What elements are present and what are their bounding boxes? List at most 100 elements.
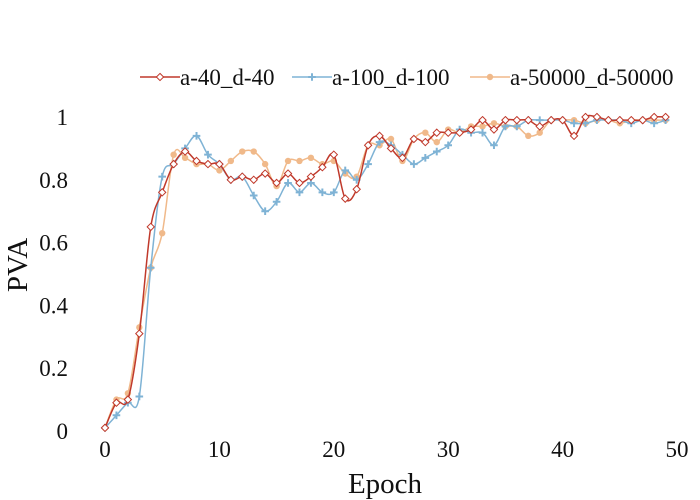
data-point: [146, 222, 156, 232]
data-point: [444, 141, 452, 150]
data-point: [443, 128, 453, 138]
data-point: [215, 159, 224, 169]
data-point: [112, 398, 121, 408]
data-point: [421, 154, 430, 162]
data-point: [581, 112, 590, 122]
data-point: [318, 188, 327, 197]
data-point: [455, 128, 464, 138]
data-point: [180, 147, 190, 156]
x-axis-title: Epoch: [348, 468, 423, 500]
data-point: [272, 178, 281, 188]
data-point: [157, 188, 167, 197]
data-point: [112, 411, 121, 420]
data-point: [341, 166, 350, 175]
y-tick-label: 0.2: [39, 356, 68, 381]
data-point: [661, 112, 670, 122]
legend-marker: [486, 73, 494, 81]
data-point: [398, 153, 407, 163]
data-point: [479, 123, 486, 130]
data-point: [249, 175, 259, 185]
data-point: [432, 128, 442, 138]
data-point: [318, 162, 327, 172]
data-point: [261, 160, 269, 168]
y-axis-ticks: 0 0.2 0.4 0.6 0.8 1: [39, 105, 68, 444]
data-point: [421, 137, 430, 147]
legend-label: a-100_d-100: [332, 65, 450, 90]
legend-item: a-50000_d-50000: [470, 65, 674, 90]
data-point: [237, 172, 247, 181]
data-point: [490, 120, 498, 127]
data-point: [604, 115, 613, 125]
series-layer: [100, 112, 670, 433]
data-point: [216, 167, 223, 174]
data-point: [501, 115, 510, 125]
data-point: [387, 135, 395, 143]
y-tick-label: 0: [57, 419, 69, 444]
y-tick-label: 0.8: [39, 168, 68, 193]
legend-label: a-40_d-40: [180, 65, 275, 90]
data-point: [284, 179, 292, 187]
data-point: [260, 169, 270, 178]
data-point: [250, 148, 257, 155]
data-point: [329, 150, 339, 159]
data-point: [192, 156, 201, 166]
legend-item: a-40_d-40: [140, 65, 275, 90]
legend-marker: [155, 72, 165, 82]
data-point: [478, 115, 487, 125]
data-point: [558, 115, 567, 125]
data-point: [352, 184, 361, 194]
data-point: [410, 160, 418, 168]
data-point: [100, 423, 110, 433]
data-point: [340, 194, 350, 203]
x-tick-label: 0: [99, 437, 111, 462]
data-point: [364, 160, 372, 168]
series-3: [101, 116, 669, 432]
data-point: [626, 115, 636, 125]
data-point: [296, 157, 303, 165]
data-point: [181, 154, 189, 162]
data-point: [525, 132, 532, 140]
data-point: [330, 188, 338, 197]
series-1: [100, 112, 670, 433]
data-point: [649, 112, 659, 122]
data-point: [249, 191, 258, 200]
data-point: [226, 175, 236, 185]
data-point: [306, 172, 316, 181]
legend: a-40_d-40 a-100_d-100 a-50000_d-50000: [140, 65, 674, 90]
data-point: [158, 172, 166, 181]
data-point: [204, 150, 212, 159]
data-point: [284, 157, 292, 165]
series-line: [104, 114, 666, 429]
x-axis-ticks: 0 10 20 30 40 50: [99, 437, 688, 462]
data-point: [135, 392, 144, 401]
data-point: [363, 140, 373, 150]
data-point: [295, 178, 304, 188]
data-point: [159, 229, 166, 237]
data-point: [123, 395, 133, 404]
data-point: [466, 125, 476, 134]
data-point: [283, 169, 293, 178]
data-point: [386, 144, 396, 153]
data-point: [490, 141, 498, 150]
data-point: [592, 112, 602, 122]
data-point: [569, 131, 579, 141]
series-line: [104, 118, 666, 429]
data-point: [523, 115, 533, 125]
data-point: [489, 125, 499, 134]
x-tick-label: 20: [322, 437, 345, 462]
data-point: [239, 148, 246, 155]
data-point: [536, 129, 543, 136]
data-point: [535, 122, 545, 131]
data-point: [295, 188, 304, 197]
series-2: [101, 116, 670, 432]
data-point: [135, 329, 144, 338]
series-line: [104, 118, 666, 429]
data-point: [546, 115, 556, 125]
data-point: [478, 128, 487, 137]
x-tick-label: 30: [437, 437, 460, 462]
data-point: [170, 151, 177, 158]
data-point: [433, 138, 440, 146]
data-point: [375, 131, 384, 141]
data-point: [512, 115, 522, 125]
